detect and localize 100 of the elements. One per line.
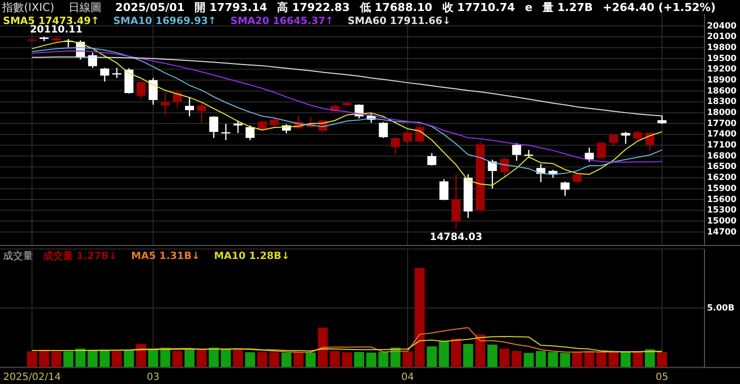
bar	[245, 352, 256, 367]
bar	[196, 349, 207, 367]
candlestick	[197, 102, 206, 124]
candlestick	[209, 116, 218, 139]
candlestick	[136, 81, 146, 100]
bar	[500, 348, 510, 367]
bar	[172, 350, 182, 367]
bar	[184, 350, 194, 367]
candlestick	[233, 120, 242, 134]
y-tick-label: 5.00B	[707, 303, 734, 314]
bar	[281, 352, 292, 367]
text: 成交量 1.27B↓	[42, 250, 118, 262]
text: +264.40 (+1.52%)	[602, 1, 716, 14]
bar	[75, 348, 86, 367]
y-tick-label: 18300	[707, 97, 737, 108]
text: 低 17688.10	[358, 1, 433, 14]
candlestick	[621, 131, 630, 144]
bar	[148, 350, 158, 367]
bar	[572, 352, 582, 367]
bar	[657, 352, 667, 367]
bar	[426, 346, 437, 367]
bar	[512, 350, 522, 367]
candlestick	[390, 136, 400, 155]
candlestick	[488, 159, 497, 190]
candlestick	[172, 90, 182, 108]
candlestick	[221, 123, 230, 141]
candlestick	[88, 52, 98, 68]
bar	[438, 341, 449, 367]
candlestick	[148, 77, 158, 106]
y-tick-label: 17700	[707, 118, 737, 129]
bar	[475, 334, 486, 367]
bar	[136, 344, 146, 367]
bar	[560, 352, 570, 367]
bar	[451, 338, 462, 367]
candlestick	[403, 130, 412, 144]
annotation: 14784.03	[430, 232, 482, 243]
y-tick-label: 20100	[707, 32, 737, 42]
bar	[487, 344, 498, 367]
candlestick	[415, 123, 424, 144]
bar	[366, 352, 376, 367]
bar	[620, 352, 631, 367]
bar	[318, 328, 328, 367]
x-tick-label: 04	[401, 372, 414, 383]
candlestick	[596, 142, 606, 160]
y-tick-label: 15600	[707, 194, 737, 205]
bar	[584, 350, 594, 367]
chart-subtitle: 日線圖	[68, 1, 102, 14]
chart-title: 成交量	[3, 250, 33, 262]
candlestick	[427, 152, 436, 166]
x-tick-label: 03	[146, 372, 160, 383]
candlestick	[439, 178, 448, 201]
candlestick	[100, 67, 110, 82]
candlestick	[185, 97, 194, 117]
bar	[88, 350, 98, 367]
y-tick-label: 15900	[707, 184, 737, 194]
text: MA5 1.31B↓	[131, 251, 200, 262]
y-tick-label: 18900	[707, 75, 737, 86]
bar	[548, 352, 558, 367]
candlestick	[378, 121, 388, 139]
text: 開 17793.14	[194, 1, 268, 14]
candlestick	[560, 181, 570, 196]
y-tick-label: 16800	[707, 151, 737, 162]
bar	[208, 348, 219, 367]
bar	[644, 349, 655, 367]
bar	[269, 352, 280, 367]
candlestick	[500, 156, 509, 178]
bar	[51, 351, 62, 367]
bar	[27, 351, 37, 367]
candlestick	[124, 68, 134, 94]
bar	[342, 352, 352, 367]
bar	[112, 351, 122, 367]
bar	[524, 352, 534, 367]
bar	[608, 352, 619, 367]
bar	[354, 352, 364, 367]
candlestick	[270, 116, 279, 128]
bar	[124, 350, 134, 367]
y-tick-label: 17400	[707, 130, 737, 140]
y-tick-label: 17100	[707, 140, 737, 151]
y-tick-label: 19200	[707, 64, 737, 75]
bar	[632, 351, 643, 367]
bar	[402, 351, 413, 367]
text: 2025/05/01	[115, 1, 185, 14]
bar	[63, 351, 74, 367]
bar	[294, 352, 304, 367]
text: SMA60 17911.66↓	[348, 16, 451, 27]
x-tick-label: 2025/02/14	[3, 372, 61, 383]
bar	[220, 348, 231, 367]
bar	[257, 352, 268, 367]
candlestick	[645, 132, 654, 152]
y-tick-label: 20400	[707, 21, 737, 32]
candlestick	[512, 142, 522, 162]
candlestick	[258, 120, 267, 132]
candlestick	[452, 174, 461, 230]
y-tick-label: 18600	[707, 86, 737, 96]
bar	[330, 350, 340, 367]
y-tick-label: 16500	[707, 162, 737, 172]
y-tick-label: 14700	[707, 227, 737, 238]
y-tick-label: 15300	[707, 206, 737, 216]
y-tick-label: 18000	[707, 108, 737, 118]
candlestick	[584, 147, 594, 162]
